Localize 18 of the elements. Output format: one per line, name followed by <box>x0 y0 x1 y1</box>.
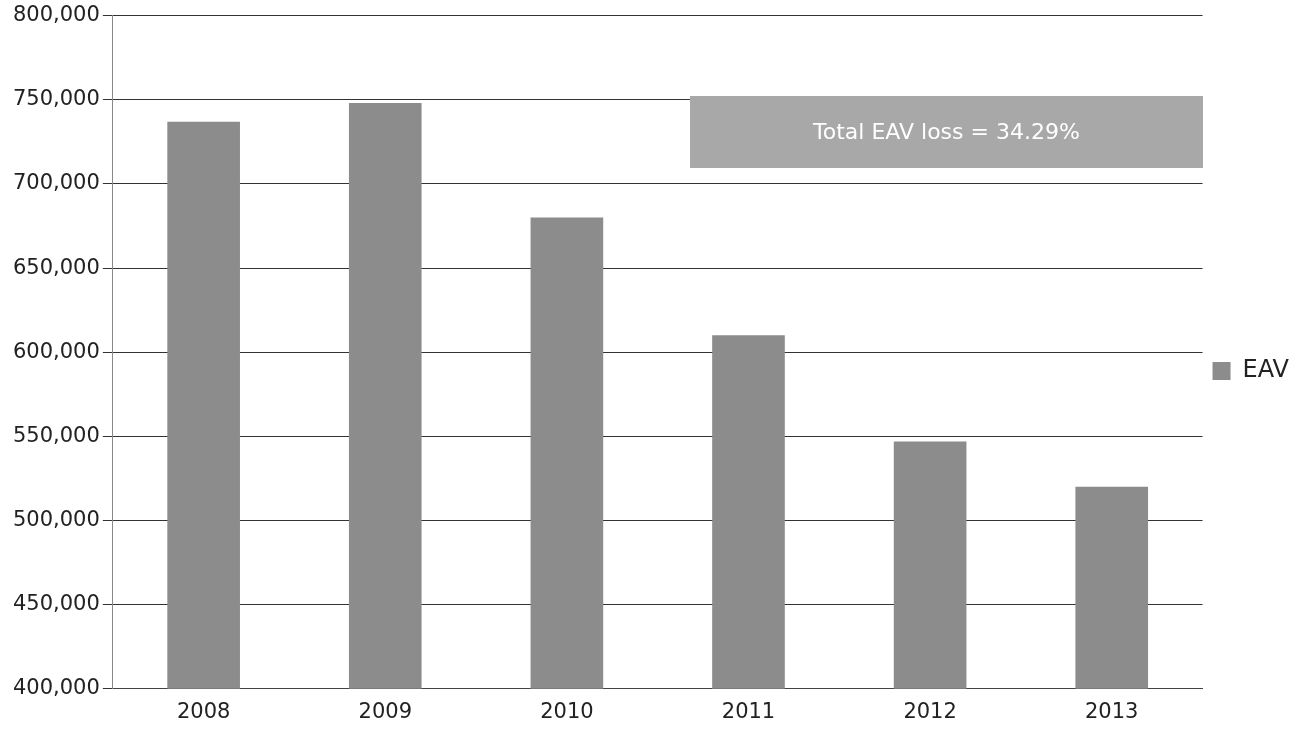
annotation: Total EAV loss = 34.29% <box>812 117 1081 146</box>
y-tick-label: 600,000 <box>13 338 100 363</box>
label-box: Total EAV loss = 34.29% <box>690 95 1203 168</box>
y-tick-label: 550,000 <box>13 422 100 447</box>
x-tick-label: 2013 <box>1085 698 1139 723</box>
x-tick-label: 2010 <box>540 698 594 723</box>
y-tick-label: 450,000 <box>13 591 100 616</box>
y-tick-label: 650,000 <box>13 254 100 279</box>
y-tick-label: 400,000 <box>13 675 100 700</box>
y-tick-label: 800,000 <box>13 2 100 27</box>
x-tick-label: 2009 <box>358 698 412 723</box>
y-tick-label: 750,000 <box>13 86 100 111</box>
legend-label: EAV <box>1242 355 1290 384</box>
x-tick-label: 2012 <box>903 698 957 723</box>
y-tick-label: 700,000 <box>13 170 100 195</box>
x-tick-label: 2008 <box>176 698 231 723</box>
y-tick-label: 500,000 <box>13 506 100 531</box>
x-tick-label: 2011 <box>721 698 776 723</box>
